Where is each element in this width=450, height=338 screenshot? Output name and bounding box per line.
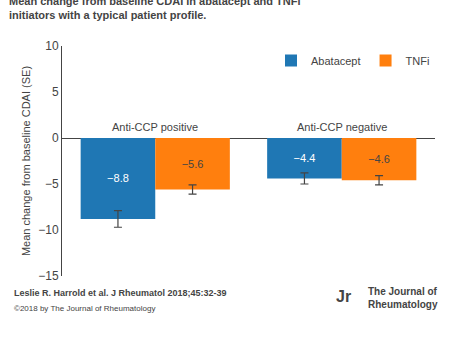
- svg-text:−4.4: −4.4: [294, 152, 316, 164]
- svg-text:5: 5: [52, 85, 59, 99]
- svg-text:−4.6: −4.6: [368, 153, 390, 165]
- svg-text:Jr: Jr: [336, 288, 351, 305]
- svg-text:Mean change from baseline CDAI: Mean change from baseline CDAI in abatac…: [9, 0, 301, 21]
- svg-text:The Journal ofRheumatology: The Journal ofRheumatology: [368, 286, 438, 310]
- svg-text:Leslie R. Harrold et al. J Rhe: Leslie R. Harrold et al. J Rheumatol 201…: [14, 288, 227, 298]
- svg-text:Anti-CCP negative: Anti-CCP negative: [297, 121, 387, 133]
- svg-text:−5: −5: [45, 177, 59, 191]
- svg-text:0: 0: [52, 131, 59, 145]
- svg-text:−15: −15: [38, 269, 59, 283]
- svg-text:TNFi: TNFi: [406, 55, 430, 67]
- svg-text:Anti-CCP positive: Anti-CCP positive: [112, 121, 198, 133]
- svg-text:10: 10: [45, 39, 59, 53]
- svg-text:Abatacept: Abatacept: [311, 55, 361, 67]
- svg-text:−10: −10: [38, 223, 59, 237]
- svg-text:Mean change from baseline CDAI: Mean change from baseline CDAI (SE): [20, 66, 32, 256]
- svg-text:©2018 by The Journal of Rheuma: ©2018 by The Journal of Rheumatology: [14, 304, 155, 313]
- svg-text:−8.8: −8.8: [107, 172, 129, 184]
- svg-text:−5.6: −5.6: [182, 158, 204, 170]
